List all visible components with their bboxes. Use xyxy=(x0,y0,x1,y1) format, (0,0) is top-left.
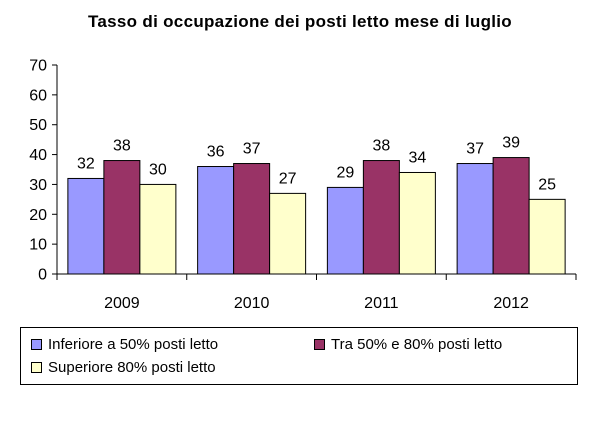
legend-swatch-superiore xyxy=(31,362,42,373)
legend-label-superiore: Superiore 80% posti letto xyxy=(48,359,216,376)
data-label: 25 xyxy=(538,176,556,193)
x-tick-label: 2012 xyxy=(493,295,529,312)
y-tick-label: 10 xyxy=(29,237,47,254)
bar xyxy=(362,160,400,275)
legend-swatch-inferiore xyxy=(31,339,42,350)
x-tick-label: 2009 xyxy=(104,295,140,312)
data-label: 38 xyxy=(372,138,390,155)
x-axis: 2009 2010 2011 2012 xyxy=(56,273,577,312)
bar xyxy=(197,166,235,275)
bar xyxy=(398,171,436,275)
legend-item-tra: Tra 50% e 80% posti letto xyxy=(314,336,502,353)
legend-label-inferiore: Inferiore a 50% posti letto xyxy=(48,336,219,353)
y-axis: 0 10 20 30 40 50 60 70 xyxy=(29,58,58,284)
data-label: 37 xyxy=(466,141,484,158)
y-tick-label: 20 xyxy=(29,207,47,224)
data-label: 39 xyxy=(502,135,520,152)
bar xyxy=(269,192,307,275)
bar xyxy=(233,163,271,275)
x-tick-label: 2010 xyxy=(234,295,270,312)
data-label: 37 xyxy=(243,141,261,158)
data-label: 32 xyxy=(77,155,95,172)
legend: Inferiore a 50% posti letto Tra 50% e 80… xyxy=(20,327,578,385)
y-tick-label: 50 xyxy=(29,117,47,134)
x-tick-label: 2011 xyxy=(364,295,399,312)
bar xyxy=(326,186,364,275)
legend-item-inferiore: Inferiore a 50% posti letto xyxy=(31,336,218,353)
y-tick-label: 60 xyxy=(29,87,47,104)
chart-title: Tasso di occupazione dei posti letto mes… xyxy=(88,12,512,31)
bar xyxy=(103,160,141,275)
bar xyxy=(492,157,530,275)
data-label: 29 xyxy=(336,164,354,181)
data-label: 27 xyxy=(279,170,297,187)
data-label: 36 xyxy=(207,144,225,161)
data-labels: 32 38 30 36 37 27 29 38 34 37 39 25 xyxy=(77,135,556,194)
bar xyxy=(456,163,494,275)
y-tick-label: 70 xyxy=(29,58,47,75)
legend-item-superiore: Superiore 80% posti letto xyxy=(31,359,216,376)
y-tick-label: 0 xyxy=(38,267,47,284)
legend-label-tra: Tra 50% e 80% posti letto xyxy=(331,336,503,353)
legend-swatch-tra xyxy=(314,339,325,350)
bars xyxy=(67,157,566,275)
data-label: 34 xyxy=(408,149,426,166)
data-label: 30 xyxy=(149,161,167,178)
y-tick-label: 30 xyxy=(29,177,47,194)
bar xyxy=(139,183,177,275)
y-tick-label: 40 xyxy=(29,147,47,164)
data-label: 38 xyxy=(113,138,131,155)
bar xyxy=(528,198,566,275)
bar xyxy=(67,177,105,275)
